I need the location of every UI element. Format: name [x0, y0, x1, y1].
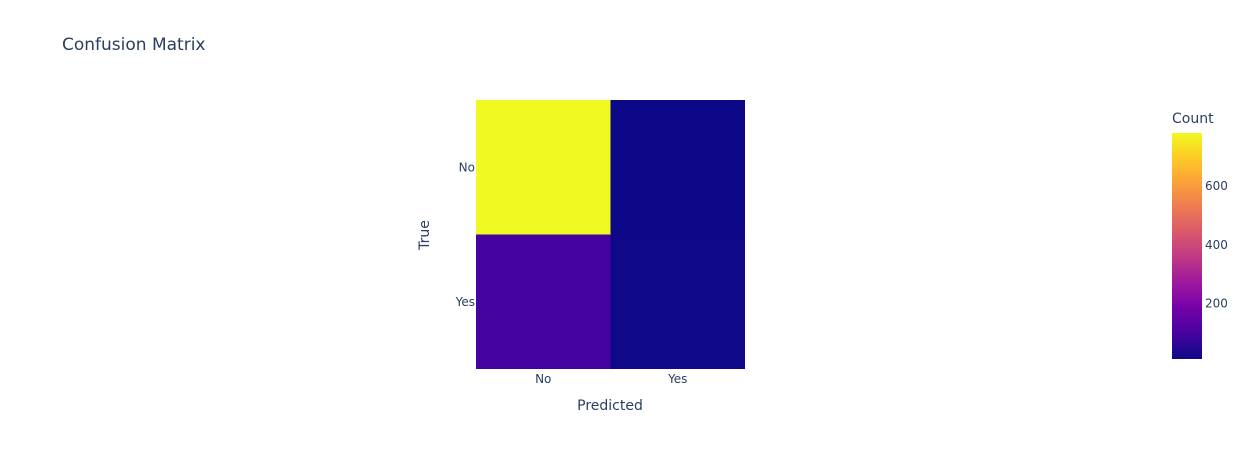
colorbar-tick-label: 200	[1205, 297, 1228, 311]
colorbar-tick-label: 600	[1205, 179, 1228, 193]
x-tick-label: Yes	[667, 372, 687, 386]
colorbar	[1172, 133, 1202, 359]
heatmap-cell-no-yes	[610, 100, 745, 235]
colorbar-title: Count	[1172, 111, 1214, 127]
colorbar-tick-label: 400	[1205, 238, 1228, 252]
x-axis-title: Predicted	[577, 398, 643, 414]
heatmap-cell-yes-yes	[610, 234, 745, 369]
y-tick-label: Yes	[455, 295, 475, 309]
colorbar-tick-labels: 200 400 600	[1205, 179, 1228, 311]
x-tick-labels: No Yes	[535, 372, 687, 386]
heatmap-cell-no-no	[476, 100, 611, 235]
y-axis-title: True	[417, 220, 433, 251]
x-tick-label: No	[535, 372, 551, 386]
y-tick-labels: No Yes	[455, 160, 475, 309]
heatmap-cell-yes-no	[476, 234, 611, 369]
chart-title: Confusion Matrix	[62, 35, 206, 55]
y-tick-label: No	[459, 160, 475, 174]
heatmap-cells	[476, 100, 745, 369]
